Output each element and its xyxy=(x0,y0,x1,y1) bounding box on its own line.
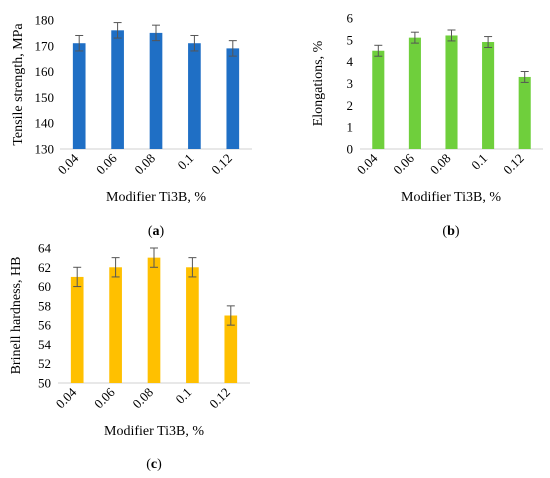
bar xyxy=(224,315,238,383)
bar xyxy=(188,43,201,149)
y-axis-title: Brinell hardness, HB xyxy=(9,257,24,375)
x-tick-label: 0.04 xyxy=(354,150,381,177)
panel-caption: (a) xyxy=(148,224,165,239)
error-bar xyxy=(111,257,120,278)
bar xyxy=(72,43,86,149)
y-axis-title: Tensile strength, MPa xyxy=(11,23,26,146)
bar xyxy=(111,30,124,149)
x-tick-label: 0.1 xyxy=(174,151,196,173)
y-tick-label: 62 xyxy=(38,260,51,275)
chart-panel-2: 0 1 2 3 4 5 6 0.04 0.06 0.08 0.1 0.12 Elongations, %… xyxy=(311,11,543,239)
bar xyxy=(372,50,385,149)
error-bar xyxy=(152,24,160,42)
x-tick-label: 0.12 xyxy=(208,151,235,178)
x-tick-label: 0.08 xyxy=(129,385,156,412)
bar xyxy=(149,32,163,149)
panel-caption: (c) xyxy=(146,457,162,472)
error-bar xyxy=(228,40,237,57)
error-bar xyxy=(484,36,493,48)
bar xyxy=(518,76,531,149)
x-axis-title: Modifier Ti3B, % xyxy=(104,424,204,439)
error-bar xyxy=(226,305,235,326)
error-bar xyxy=(113,22,122,39)
bar xyxy=(109,267,122,383)
bar xyxy=(147,257,161,383)
y-tick-label: 160 xyxy=(35,64,55,79)
y-tick-label: 60 xyxy=(38,279,51,294)
bar xyxy=(186,267,199,383)
y-axis-title: Elongations, % xyxy=(311,40,326,126)
x-tick-label: 0.08 xyxy=(131,151,158,178)
bar xyxy=(408,37,421,149)
y-tick-label: 52 xyxy=(38,356,51,371)
y-tick-label: 56 xyxy=(38,318,52,333)
x-tick-label: 0.06 xyxy=(390,150,417,177)
error-bar xyxy=(75,34,84,52)
y-tick-label: 1 xyxy=(347,120,354,135)
error-bar xyxy=(410,31,419,44)
error-bar xyxy=(190,34,199,52)
error-bar xyxy=(150,247,158,268)
x-tick-label: 0.08 xyxy=(427,151,454,178)
bar xyxy=(70,276,84,383)
y-tick-label: 3 xyxy=(347,76,354,91)
x-tick-label: 0.06 xyxy=(91,384,118,411)
y-tick-label: 6 xyxy=(347,11,354,26)
x-tick-label: 0.12 xyxy=(500,151,527,178)
y-tick-label: 170 xyxy=(35,38,55,53)
y-tick-label: 2 xyxy=(347,98,354,113)
panel-caption: (b) xyxy=(442,224,459,239)
chart-panel-3: 50 52 54 56 58 60 62 64 0.04 0.06 0.08 0.1 0.12 Brine… xyxy=(9,241,250,472)
y-tick-label: 5 xyxy=(347,32,354,47)
bar xyxy=(226,48,240,149)
y-tick-label: 140 xyxy=(35,116,55,131)
bar xyxy=(482,42,495,150)
y-tick-label: 58 xyxy=(38,298,51,313)
error-bar xyxy=(188,257,197,278)
x-axis-title: Modifier Ti3B, % xyxy=(106,190,206,205)
error-bar xyxy=(447,29,456,42)
x-tick-label: 0.1 xyxy=(172,385,194,407)
error-bar xyxy=(520,70,529,83)
y-tick-label: 130 xyxy=(35,142,55,157)
y-tick-label: 180 xyxy=(35,13,55,28)
error-bar xyxy=(73,266,82,288)
x-axis-title: Modifier Ti3B, % xyxy=(401,190,501,205)
y-tick-label: 64 xyxy=(38,241,52,256)
y-tick-label: 0 xyxy=(347,142,354,157)
x-tick-label: 0.04 xyxy=(53,384,80,411)
y-tick-label: 54 xyxy=(38,337,52,352)
x-tick-label: 0.06 xyxy=(93,150,120,177)
chart-panel-1: 130 140 150 160 170 180 0.04 0.06 0.08 0.1 0.12 Ten… xyxy=(11,13,252,239)
y-tick-label: 4 xyxy=(347,54,354,69)
x-tick-label: 0.04 xyxy=(55,150,82,177)
x-tick-label: 0.12 xyxy=(206,385,233,412)
y-tick-label: 150 xyxy=(35,90,55,105)
error-bar xyxy=(374,44,383,57)
y-tick-label: 50 xyxy=(38,376,51,391)
x-tick-label: 0.1 xyxy=(468,151,490,173)
bar xyxy=(445,35,458,149)
